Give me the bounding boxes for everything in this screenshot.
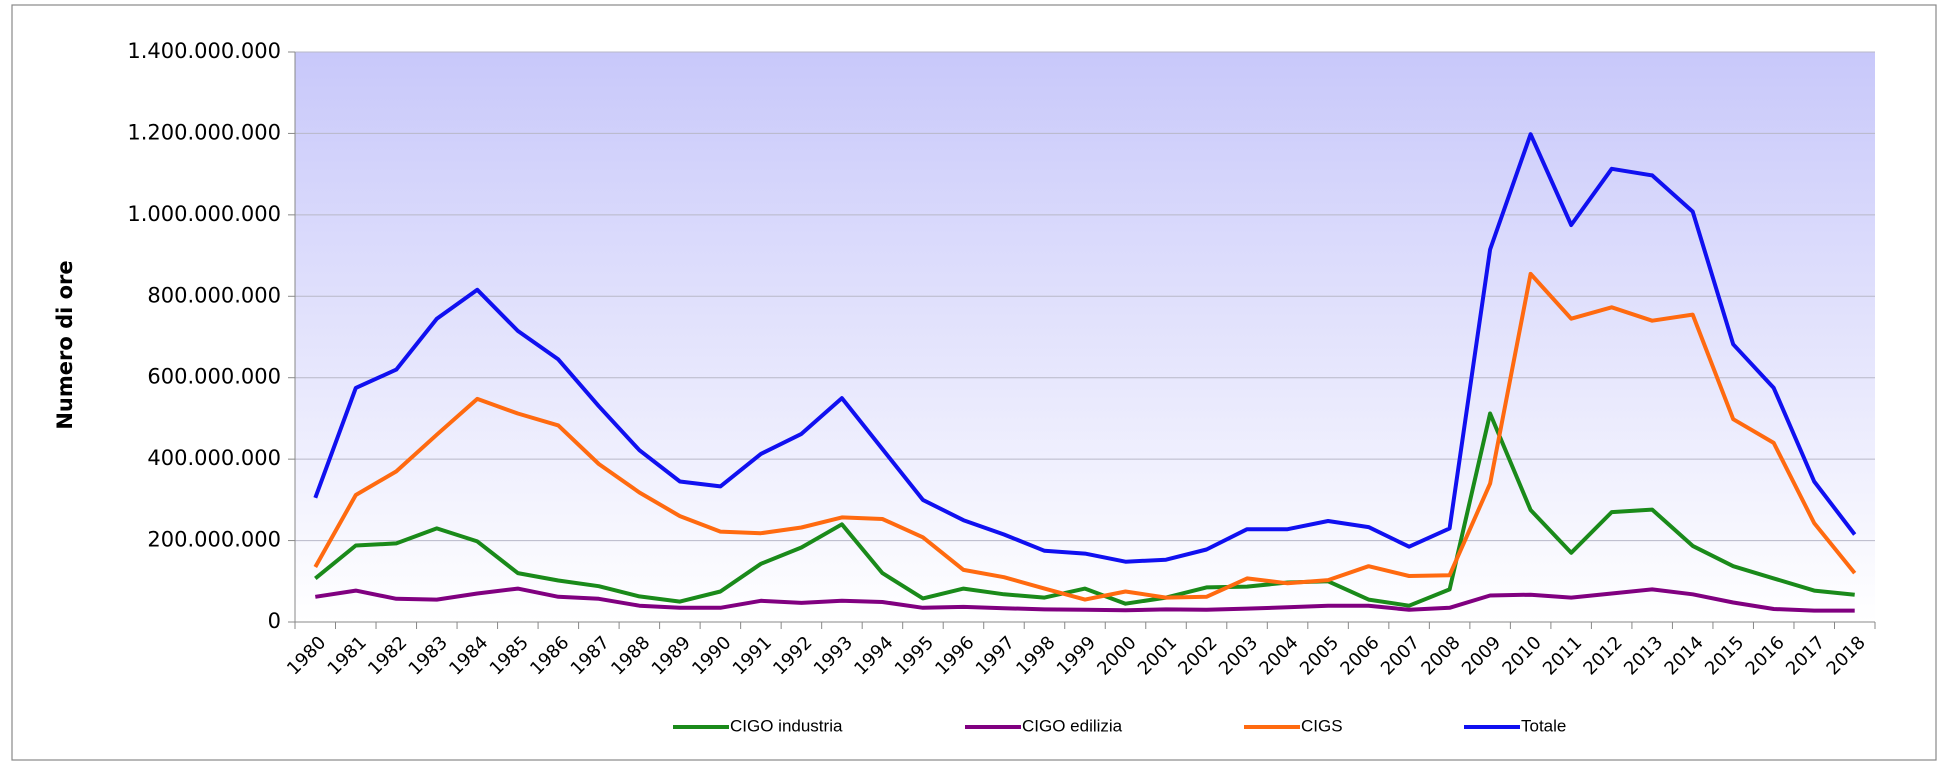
plot-area <box>295 52 1875 622</box>
y-tick-label: 1.000.000.000 <box>127 202 281 226</box>
series-line <box>313 271 1857 602</box>
series-line <box>314 586 1855 613</box>
y-axis-label: Numero di ore <box>53 260 77 429</box>
legend-label: CIGO edilizia <box>1022 716 1123 735</box>
legend-label: Totale <box>1521 716 1566 735</box>
y-tick-label: 400.000.000 <box>147 446 281 470</box>
series-line <box>313 132 1857 564</box>
y-tick-label: 0 <box>268 609 281 633</box>
series-line <box>314 411 1855 608</box>
legend-label: CIGO industria <box>730 716 843 735</box>
y-tick-label: 600.000.000 <box>147 365 281 389</box>
y-tick-label: 200.000.000 <box>147 528 281 552</box>
legend-label: CIGS <box>1301 716 1343 735</box>
y-tick-label: 800.000.000 <box>147 283 281 307</box>
y-tick-label: 1.200.000.000 <box>127 120 281 144</box>
y-tick-label: 1.400.000.000 <box>127 39 281 63</box>
